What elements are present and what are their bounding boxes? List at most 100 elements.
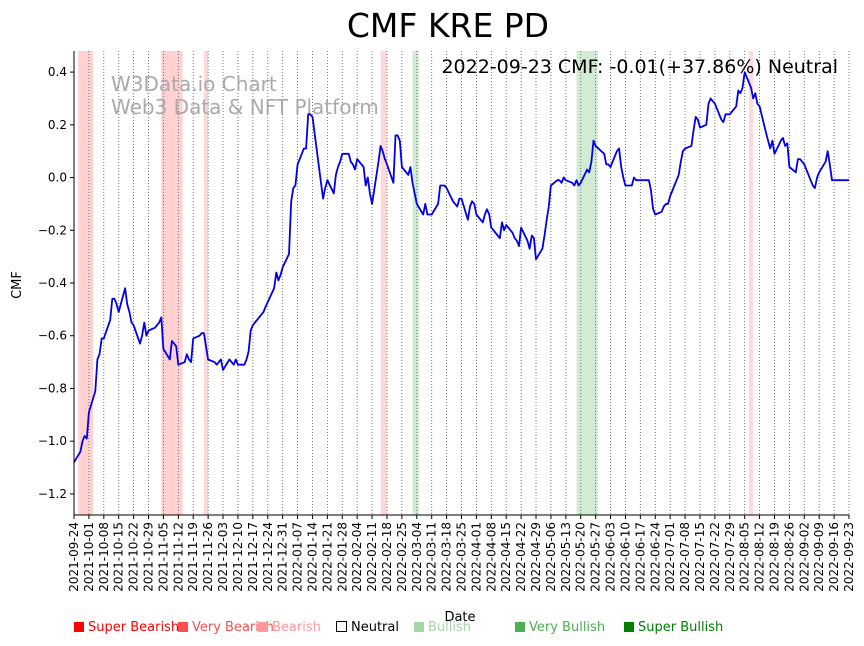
y-tick-label: −1.0 <box>38 434 67 448</box>
x-tick-label: 2021-09-24 <box>67 522 81 592</box>
x-tick-label: 2022-08-05 <box>738 522 752 592</box>
x-axis: 2021-09-24 2021-10-01 2021-10-08 2021-10-15… <box>67 514 856 592</box>
x-tick-label: 2021-12-31 <box>276 522 290 592</box>
vertical-gridlines <box>73 51 850 515</box>
band-very-bearish <box>161 51 183 515</box>
x-tick-label: 2022-01-21 <box>320 522 334 592</box>
x-tick-label: 2022-06-17 <box>633 522 647 592</box>
x-tick-label: 2022-04-01 <box>469 522 483 592</box>
x-tick-label: 2022-07-22 <box>708 522 722 592</box>
legend-super-bullish: Super Bullish <box>624 620 723 635</box>
legend-very-bearish: Very Bearish <box>178 620 274 635</box>
x-tick-label: 2022-02-18 <box>380 522 394 592</box>
x-tick-label: 2022-04-29 <box>529 522 543 592</box>
x-tick-label: 2022-01-07 <box>291 522 305 592</box>
x-tick-label: 2022-07-15 <box>693 522 707 592</box>
band-bearish <box>748 51 754 515</box>
y-axis-label: CMF <box>10 271 25 299</box>
x-tick-label: 2021-10-15 <box>112 522 126 592</box>
x-tick-label: 2021-12-17 <box>246 522 260 592</box>
x-tick-label: 2021-10-29 <box>142 522 156 592</box>
legend-bullish: Bullish <box>414 620 471 635</box>
y-axis: −1.2 −1.0 −0.8 −0.6 −0.4 −0.2 0.0 0.2 0.4 <box>38 51 75 515</box>
y-tick-label: 0.4 <box>48 65 67 79</box>
x-axis-label: Date <box>444 610 475 625</box>
y-tick-label: −0.6 <box>38 329 67 343</box>
x-tick-label: 2022-09-16 <box>827 522 841 592</box>
x-tick-label: 2021-12-24 <box>261 522 275 592</box>
x-tick-label: 2022-07-08 <box>678 522 692 592</box>
legend-label: Very Bullish <box>529 620 606 635</box>
legend-bearish: Bearish <box>258 620 321 635</box>
x-tick-label: 2022-03-04 <box>410 522 424 592</box>
y-tick-label: −1.2 <box>38 487 67 501</box>
y-tick-label: 0.0 <box>48 171 67 185</box>
x-tick-label: 2022-06-10 <box>618 522 632 592</box>
x-tick-label: 2021-11-19 <box>186 522 200 592</box>
x-tick-label: 2022-08-26 <box>782 522 796 592</box>
legend-label: Bearish <box>272 620 321 635</box>
y-tick-label: −0.8 <box>38 381 67 395</box>
x-tick-label: 2022-03-11 <box>425 522 439 592</box>
x-tick-label: 2022-08-12 <box>753 522 767 592</box>
x-tick-label: 2022-05-13 <box>559 522 573 592</box>
x-tick-label: 2022-04-15 <box>499 522 513 592</box>
legend-label: Neutral <box>351 620 399 635</box>
x-tick-label: 2022-01-28 <box>335 522 349 592</box>
legend-super-bearish: Super Bearish <box>74 620 179 635</box>
legend-label: Super Bearish <box>88 620 180 635</box>
legend-swatch <box>624 622 634 632</box>
x-tick-label: 2021-11-26 <box>201 522 215 592</box>
legend-label: Super Bullish <box>638 620 724 635</box>
x-tick-label: 2021-12-10 <box>231 522 245 592</box>
x-tick-label: 2022-09-23 <box>842 522 856 592</box>
watermark-line-2: Web3 Data & NFT Platform <box>111 95 379 119</box>
legend-label: Bullish <box>428 620 472 635</box>
band-bearish <box>203 51 209 515</box>
chart-title: CMF KRE PD <box>347 6 549 45</box>
x-tick-label: 2022-03-25 <box>455 522 469 592</box>
x-tick-label: 2021-11-12 <box>171 522 185 592</box>
series-line-cmf <box>73 71 849 463</box>
y-tick-label: −0.2 <box>38 223 67 237</box>
x-tick-label: 2022-04-08 <box>484 522 498 592</box>
cmf-series <box>73 71 849 463</box>
band-very-bearish <box>78 51 94 515</box>
x-tick-label: 2022-01-14 <box>305 522 319 592</box>
x-tick-label: 2022-05-27 <box>589 522 603 592</box>
x-tick-label: 2022-05-06 <box>544 522 558 592</box>
x-tick-label: 2021-10-01 <box>82 522 96 592</box>
legend-label: Very Bearish <box>192 620 274 635</box>
legend-swatch <box>74 622 84 632</box>
x-tick-label: 2022-06-24 <box>648 522 662 592</box>
x-tick-label: 2022-02-04 <box>350 522 364 592</box>
legend: Super Bearish Very Bearish Bearish Neutr… <box>74 620 854 640</box>
x-tick-label: 2022-03-18 <box>440 522 454 592</box>
latest-value-annotation: 2022-09-23 CMF: -0.01(+37.86%) Neutral <box>441 56 838 78</box>
watermark-line-1: W3Data.io Chart <box>111 72 277 96</box>
x-tick-label: 2022-05-20 <box>574 522 588 592</box>
x-tick-label: 2022-07-29 <box>723 522 737 592</box>
x-tick-label: 2022-09-09 <box>812 522 826 592</box>
legend-neutral: Neutral <box>336 620 399 635</box>
band-bearish <box>380 51 387 515</box>
legend-very-bullish: Very Bullish <box>515 620 605 635</box>
x-tick-label: 2022-06-03 <box>604 522 618 592</box>
x-tick-label: 2022-04-22 <box>514 522 528 592</box>
band-very-bullish <box>576 51 598 515</box>
x-tick-label: 2022-07-01 <box>663 522 677 592</box>
legend-swatch <box>258 622 268 632</box>
x-tick-label: 2022-02-25 <box>395 522 409 592</box>
x-tick-label: 2022-09-02 <box>797 522 811 592</box>
y-tick-label: 0.2 <box>48 118 67 132</box>
band-bullish <box>412 51 419 515</box>
signal-bands <box>78 51 754 515</box>
x-tick-label: 2021-10-22 <box>127 522 141 592</box>
x-tick-label: 2021-12-03 <box>216 522 230 592</box>
y-tick-label: −0.4 <box>38 276 67 290</box>
x-tick-label: 2021-10-08 <box>97 522 111 592</box>
legend-swatch <box>336 621 347 632</box>
x-tick-label: 2021-11-05 <box>156 522 170 592</box>
legend-swatch <box>515 622 525 632</box>
